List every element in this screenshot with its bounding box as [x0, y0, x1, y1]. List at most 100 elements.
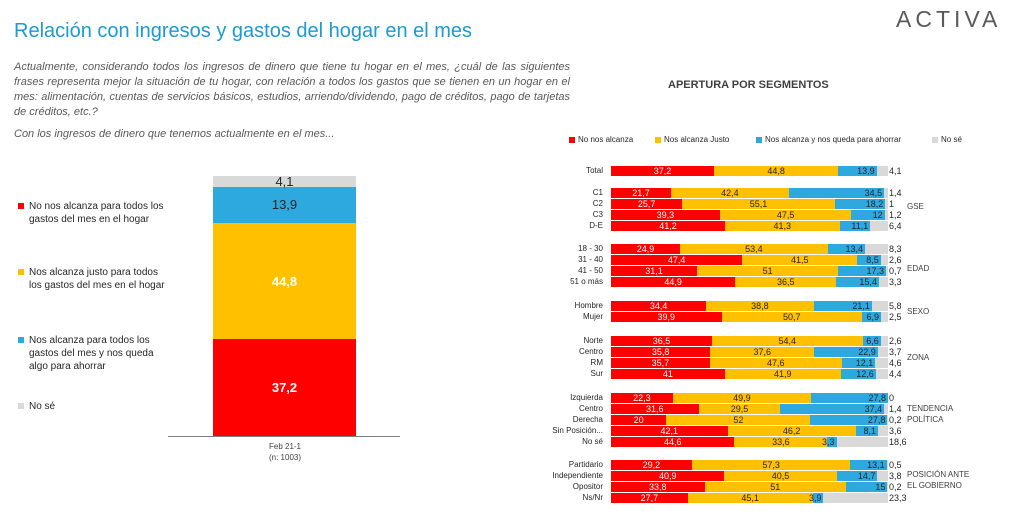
- legend-label: No nos alcanza: [578, 135, 634, 144]
- segment-bar-part: [870, 221, 888, 231]
- segment-value-label: 41,2: [659, 221, 677, 231]
- segments-title: APERTURA POR SEGMENTOS: [668, 79, 829, 91]
- segment-value-label: 38,8: [751, 301, 769, 311]
- segment-bar-part: [834, 199, 886, 209]
- segment-bar-part: [672, 393, 811, 403]
- segment-row-label: Ns/Nr: [582, 493, 603, 502]
- segment-bar-part: [836, 437, 888, 447]
- segment-value-label: 18,2: [865, 199, 884, 209]
- segment-value-label: 4,6: [889, 358, 902, 368]
- segment-bar-part: [838, 166, 877, 176]
- segment-bar-part: [611, 210, 720, 220]
- segment-bar-part: [611, 244, 680, 254]
- segment-row-bar: 37,2 44,8 13,9 4,1: [611, 166, 902, 176]
- segment-bar-part: [611, 415, 667, 425]
- segment-bar-part: [691, 460, 851, 470]
- segment-bar-part: [855, 426, 878, 436]
- legend-swatch: [18, 403, 24, 409]
- segment-value-label: 25,7: [637, 199, 656, 209]
- segment-row-label: 18 - 30: [578, 244, 603, 253]
- segment-row-label: 31 - 40: [578, 255, 603, 264]
- segment-value-label: 3,3: [822, 437, 835, 447]
- segment-bar-part: [862, 336, 881, 346]
- segment-value-label: 47,6: [767, 358, 785, 368]
- main-bar-segment: 44,8: [213, 222, 356, 340]
- segment-bar-part: [727, 426, 856, 436]
- segment-bar-part: [810, 415, 888, 425]
- segment-row-label: Sur: [590, 369, 603, 378]
- segments-legend-item: Nos alcanza Justo: [655, 135, 729, 144]
- segment-bar-part: [704, 482, 846, 492]
- segment-row-bar: 35,8 37,6 22,9 3,7: [611, 347, 902, 357]
- segment-value-label: 22,3: [633, 393, 651, 403]
- segment-value-label: 51: [762, 266, 773, 276]
- segment-value-label: 6,4: [889, 221, 902, 231]
- segment-value-label: 8,5: [866, 255, 879, 265]
- segment-bar-part: [845, 482, 888, 492]
- segment-value-label: 37,2: [653, 166, 672, 176]
- segment-bar-part: [865, 244, 888, 254]
- segment-bar-part: [611, 312, 722, 322]
- segment-value-label: 4,4: [889, 369, 902, 379]
- legend-label: Nos alcanza para todos los gastos del me…: [29, 335, 154, 372]
- segment-row-label: C3: [592, 210, 603, 219]
- segment-value-label: 12,1: [855, 358, 874, 368]
- main-bar-value: 4,1: [275, 173, 294, 189]
- segments-legend-item: No sé: [932, 135, 962, 144]
- segment-row-label: Sin Posición...: [552, 426, 603, 435]
- segment-bar-part: [850, 460, 887, 470]
- segment-row-label: Independiente: [552, 471, 603, 480]
- segment-bar-part: [813, 301, 872, 311]
- segments-legend-item: Nos alcanza y nos queda para ahorrar: [756, 135, 901, 144]
- segment-row-bar: 41 41,9 12,6 4,4: [611, 369, 902, 379]
- segment-bar-part: [881, 312, 888, 322]
- segment-bar-part: [682, 199, 835, 209]
- segment-group-label: SEXO: [907, 307, 930, 316]
- segment-group-label: GSE: [907, 202, 924, 211]
- segment-value-label: 44,8: [767, 166, 785, 176]
- segment-value-label: 41,9: [774, 369, 792, 379]
- segment-value-label: 27,7: [640, 493, 659, 503]
- segment-row-bar: 44,6 33,6 3,3 18,6: [611, 437, 907, 447]
- segment-value-label: 2,6: [889, 336, 902, 346]
- segment-value-label: 1,4: [889, 188, 902, 198]
- segment-bar-part: [885, 199, 888, 209]
- segment-value-label: 13,4: [845, 244, 863, 254]
- segment-bar-part: [666, 415, 811, 425]
- segment-bar-part: [839, 221, 871, 231]
- legend-label: No sé: [29, 401, 56, 412]
- segment-row-bar: 39,9 50,7 6,9 2,5: [611, 312, 902, 322]
- segment-row-bar: 27,7 45,1 3,9 23,3: [611, 493, 907, 503]
- segment-value-label: 34,4: [649, 301, 668, 311]
- segment-bar-part: [836, 471, 878, 481]
- segment-row-label: C2: [592, 199, 603, 208]
- segment-row-bar: 39,3 47,5 12 1,2: [611, 210, 902, 220]
- segment-bar-part: [724, 471, 837, 481]
- segment-bar-part: [857, 255, 881, 265]
- main-bar-segment: 13,9: [213, 186, 356, 223]
- segment-value-label: 57,3: [762, 460, 780, 470]
- segment-row-bar: 47,4 41,5 8,5 2,6: [611, 255, 902, 265]
- segment-bar-part: [709, 358, 842, 368]
- main-chart-x-label: Feb 21-1: [268, 442, 302, 451]
- segment-value-label: 31,1: [645, 266, 663, 276]
- segment-row-label: No sé: [582, 437, 603, 446]
- segment-value-label: 15,4: [859, 277, 877, 287]
- segment-bar-part: [611, 336, 712, 346]
- segment-value-label: 21,1: [852, 301, 870, 311]
- segment-value-label: 40,9: [658, 471, 677, 481]
- segment-value-label: 23,3: [889, 493, 907, 503]
- segment-row-bar: 29,2 57,3 13,1 0,5: [611, 460, 902, 470]
- segment-row-label: Centro: [578, 404, 603, 413]
- segment-bar-part: [611, 369, 725, 379]
- segment-row-bar: 31,1 51 17,3 0,7: [611, 266, 902, 276]
- segment-bar-part: [714, 166, 839, 176]
- segment-value-label: 20: [633, 415, 644, 425]
- segment-value-label: 34,5: [864, 188, 883, 198]
- segment-bar-part: [836, 277, 879, 287]
- segment-value-label: 13,9: [857, 166, 875, 176]
- segment-value-label: 21,7: [632, 188, 650, 198]
- segments-legend-item: No nos alcanza: [569, 135, 633, 144]
- segment-group-label: ZONA: [907, 353, 930, 362]
- segment-value-label: 17,3: [866, 266, 885, 276]
